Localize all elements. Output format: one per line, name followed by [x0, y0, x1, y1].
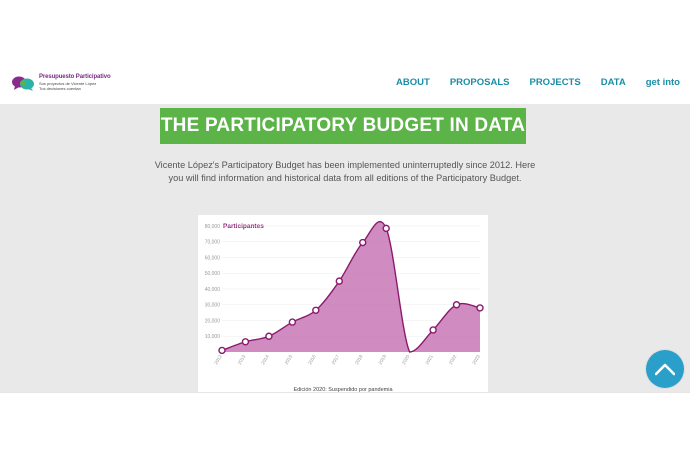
x-tick-label-2017: 2017 [331, 354, 341, 366]
data-point-2017 [335, 277, 343, 285]
speech-bubbles-icon [12, 76, 34, 91]
y-tick-label: 30,000 [205, 303, 221, 309]
data-point-2013 [241, 338, 250, 346]
x-tick-label-2015: 2015 [284, 354, 294, 366]
x-tick-label-2020: 2020 [401, 354, 411, 366]
data-point-2015 [288, 318, 297, 326]
data-point-2023 [476, 304, 484, 312]
chart-footnote: Edición 2020: Suspendido por pandemia [293, 387, 393, 393]
nav-about-link[interactable]: ABOUT [396, 77, 430, 88]
main-menu: ABOUT PROPOSALS PROJECTS DATA get into [396, 77, 680, 88]
data-point-2018 [359, 238, 367, 247]
y-tick-label: 70,000 [205, 240, 221, 246]
nav-proposals-link[interactable]: PROPOSALS [449, 77, 510, 88]
y-tick-label: 20,000 [205, 318, 221, 324]
x-tick-label-2018: 2018 [354, 354, 364, 366]
scroll-to-top-button[interactable] [646, 350, 684, 388]
participants-chart: Participantes 10,000 20,000 30,000 40,000 50,… [198, 215, 488, 393]
content-divider [0, 392, 690, 393]
x-tick-label-2023: 2023 [471, 354, 481, 366]
x-tick-label-2016: 2016 [307, 354, 317, 366]
x-tick-label-2022: 2022 [448, 354, 458, 366]
main-content: THE PARTICIPATORY BUDGET IN DATA Vicente… [0, 104, 690, 393]
nav-data-link[interactable]: DATA [600, 77, 626, 88]
logo-subtitle: Sus proyectos de Vicente López Tus decis… [39, 81, 96, 91]
data-point-2021 [429, 326, 437, 334]
intro-text: Vicente López's Participatory Budget has… [154, 160, 536, 183]
y-tick-label: 50,000 [205, 271, 221, 277]
y-tick-label: 10,000 [205, 334, 221, 340]
y-tick-label: 60,000 [205, 255, 221, 261]
chart-title: Participantes [223, 223, 264, 230]
x-tick-label-2014: 2014 [260, 354, 270, 366]
data-point-2014 [265, 332, 273, 340]
page-title: THE PARTICIPATORY BUDGET IN DATA [160, 108, 526, 144]
area-fill [222, 221, 480, 352]
nav-get-into-link[interactable]: get into [645, 77, 680, 88]
data-point-2022 [452, 301, 461, 309]
chevron-up-icon [655, 363, 675, 376]
data-point-2016 [312, 306, 320, 314]
data-point-2019 [382, 224, 390, 233]
data-point-2012 [218, 346, 226, 355]
x-tick-label-2021: 2021 [425, 354, 435, 366]
y-tick-label: 80,000 [205, 224, 221, 230]
x-tick-label-2019: 2019 [378, 354, 388, 366]
x-tick-label-2012: 2012 [213, 354, 223, 366]
logo-subtitle-line-2: Tus decisiones cuentan [39, 86, 81, 91]
top-navbar: Presupuesto Participativo Sus proyectos … [0, 62, 690, 104]
logo-title: Presupuesto Participativo [39, 74, 111, 80]
site-logo[interactable]: Presupuesto Participativo Sus proyectos … [12, 73, 111, 95]
x-tick-label-2013: 2013 [237, 354, 247, 366]
participants-chart-svg: Participantes 10,000 20,000 30,000 40,000 50,… [205, 220, 484, 393]
nav-projects-link[interactable]: PROJECTS [529, 77, 581, 88]
y-tick-label: 40,000 [205, 287, 221, 293]
logo-subtitle-line-1: Sus proyectos de Vicente López [39, 81, 97, 86]
